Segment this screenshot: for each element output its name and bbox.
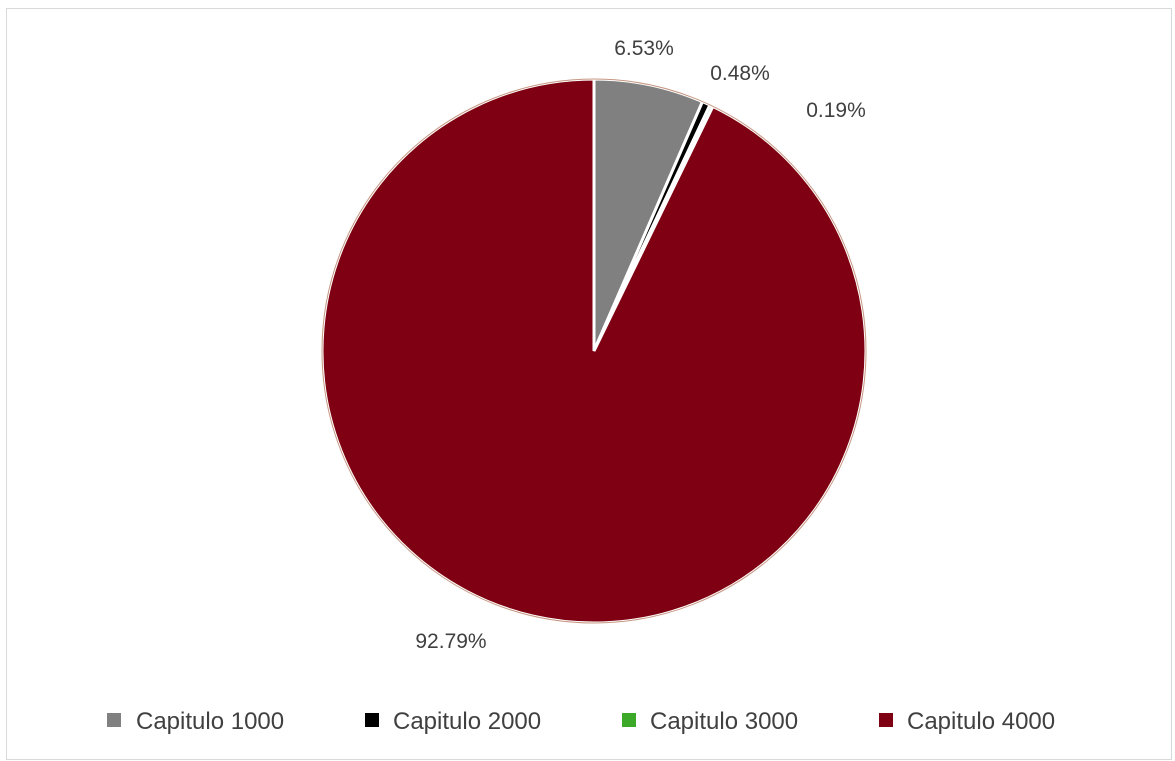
data-labels: 6.53% 0.48% 0.19% 92.79% (415, 37, 865, 653)
legend-swatch-capitulo-2000 (365, 713, 379, 727)
legend-label-capitulo-3000: Capitulo 3000 (650, 708, 798, 735)
legend-label-capitulo-1000: Capitulo 1000 (136, 708, 284, 735)
legend: Capitulo 1000 Capitulo 2000 Capitulo 300… (107, 708, 1055, 735)
data-label-capitulo-4000: 92.79% (415, 630, 486, 653)
legend-label-capitulo-2000: Capitulo 2000 (393, 708, 541, 735)
legend-swatch-capitulo-4000 (879, 713, 893, 727)
data-label-capitulo-1000: 6.53% (614, 37, 674, 60)
data-label-capitulo-3000: 0.19% (806, 99, 866, 122)
data-label-capitulo-2000: 0.48% (710, 62, 770, 85)
pie-outline (321, 78, 867, 624)
legend-label-capitulo-4000: Capitulo 4000 (907, 708, 1055, 735)
legend-swatch-capitulo-1000 (107, 713, 121, 727)
pie-slices (320, 77, 868, 625)
pie-slice-capitulo-4000 (320, 77, 868, 625)
legend-swatch-capitulo-3000 (622, 713, 636, 727)
